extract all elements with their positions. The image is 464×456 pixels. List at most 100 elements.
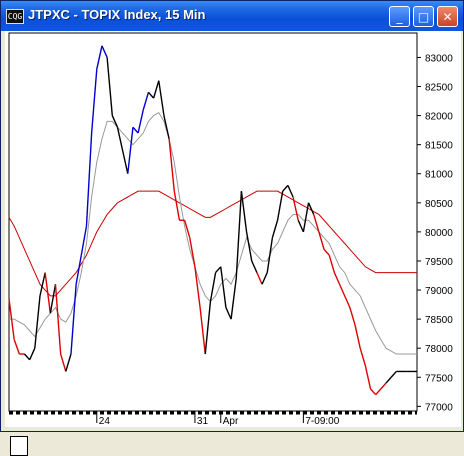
y-tick-label: 79500 xyxy=(425,257,453,268)
price-segment xyxy=(209,272,217,302)
price-segment xyxy=(323,248,330,256)
y-tick-label: 77000 xyxy=(425,402,453,413)
price-segment xyxy=(96,45,103,70)
price-segment xyxy=(39,272,46,297)
x-tick-label: 24 xyxy=(99,416,111,427)
price-segment xyxy=(338,283,346,297)
price-segment xyxy=(375,388,382,396)
price-segment xyxy=(204,301,212,355)
price-segment xyxy=(220,266,227,308)
close-button[interactable]: ✕ xyxy=(437,6,458,27)
price-segment xyxy=(194,266,201,308)
y-tick-label: 82000 xyxy=(425,112,453,123)
price-segment xyxy=(59,353,67,372)
price-segment xyxy=(349,307,356,326)
price-segment xyxy=(142,92,150,110)
price-segment xyxy=(75,255,82,285)
price-segment xyxy=(318,231,325,250)
price-segment xyxy=(359,347,367,366)
price-segment xyxy=(369,388,377,396)
price-segment xyxy=(385,376,392,384)
price-segment xyxy=(106,57,113,116)
price-segment xyxy=(344,295,351,308)
price-segment xyxy=(266,237,274,273)
price-segment xyxy=(261,272,268,285)
fast_ma-line xyxy=(9,111,417,355)
price-segment xyxy=(235,191,243,279)
price-segment xyxy=(380,382,387,390)
price-segment xyxy=(251,260,258,273)
y-axis: 83000 82500 82000 81500 81000 80500 80000 79500… xyxy=(417,53,453,413)
price-segment xyxy=(147,91,155,99)
price-segment xyxy=(287,185,294,198)
price-segment xyxy=(13,339,20,355)
slow_ma-line xyxy=(8,190,417,297)
price-segment xyxy=(152,80,160,99)
chart-grid xyxy=(8,32,418,412)
price-segment xyxy=(328,254,336,273)
price-segment xyxy=(225,307,232,320)
price-chart: 83000 82500 82000 81500 81000 80500 80000 79500… xyxy=(8,32,453,427)
price-segment xyxy=(240,191,248,232)
x-tick-label: 7-09:00 xyxy=(305,416,339,427)
price-segment xyxy=(127,127,134,174)
price-segment xyxy=(80,225,88,256)
price-segment xyxy=(199,307,206,355)
x-tick-label: 31 xyxy=(197,416,209,427)
y-tick-label: 77500 xyxy=(425,373,453,384)
title-bar[interactable]: CQG JTPXC - TOPIX Index, 15 Min _ □ ✕ xyxy=(1,1,463,31)
price-segment xyxy=(49,284,57,314)
price-segment xyxy=(302,202,310,233)
price-segment xyxy=(163,115,170,139)
plot-frame xyxy=(8,32,418,412)
price-segment xyxy=(29,347,36,361)
price-segment xyxy=(282,184,289,192)
x-tick-label: Apr xyxy=(223,416,239,427)
y-tick-label: 83000 xyxy=(425,53,453,64)
price-group xyxy=(8,45,417,396)
price-segment xyxy=(34,295,41,349)
y-tick-label: 79000 xyxy=(425,286,453,297)
price-segment xyxy=(292,196,299,221)
price-segment xyxy=(307,202,315,215)
app-icon: CQG xyxy=(6,9,24,24)
price-segment xyxy=(297,219,305,233)
y-tick-label: 80500 xyxy=(425,199,453,210)
price-segment xyxy=(276,191,284,221)
price-segment xyxy=(256,272,263,285)
y-tick-label: 81000 xyxy=(425,170,453,181)
price-segment xyxy=(390,370,397,378)
price-segment xyxy=(364,365,372,390)
price-segment xyxy=(8,298,15,340)
price-segment xyxy=(333,272,341,285)
price-segment xyxy=(132,126,139,134)
y-tick-label: 82500 xyxy=(425,83,453,94)
x-axis: 24 31 Apr 7-09:00 xyxy=(9,411,417,427)
price-segment xyxy=(158,80,165,116)
price-segment xyxy=(173,191,181,221)
price-segment xyxy=(70,284,77,355)
price-segment xyxy=(85,132,93,227)
scroll-box[interactable] xyxy=(10,436,28,456)
price-segment xyxy=(116,127,124,151)
price-segment xyxy=(44,272,52,314)
window-title: JTPXC - TOPIX Index, 15 Min xyxy=(28,7,206,22)
y-tick-label: 78500 xyxy=(425,315,453,326)
chart-area[interactable]: 83000 82500 82000 81500 81000 80500 80000 79500… xyxy=(5,31,461,456)
price-segment xyxy=(189,237,196,267)
maximize-button[interactable]: □ xyxy=(413,6,434,27)
slow-ma-group xyxy=(8,190,417,297)
price-segment xyxy=(23,353,31,361)
y-tick-label: 81500 xyxy=(425,141,453,152)
y-tick-label: 80000 xyxy=(425,228,453,239)
price-segment xyxy=(111,115,119,128)
minimize-button[interactable]: _ xyxy=(389,6,410,27)
price-segment xyxy=(354,324,361,349)
price-segment xyxy=(183,220,191,238)
price-segment xyxy=(168,138,175,192)
price-segment xyxy=(90,68,98,134)
price-segment xyxy=(101,45,108,58)
price-segment xyxy=(245,231,253,262)
price-segment xyxy=(65,353,72,372)
